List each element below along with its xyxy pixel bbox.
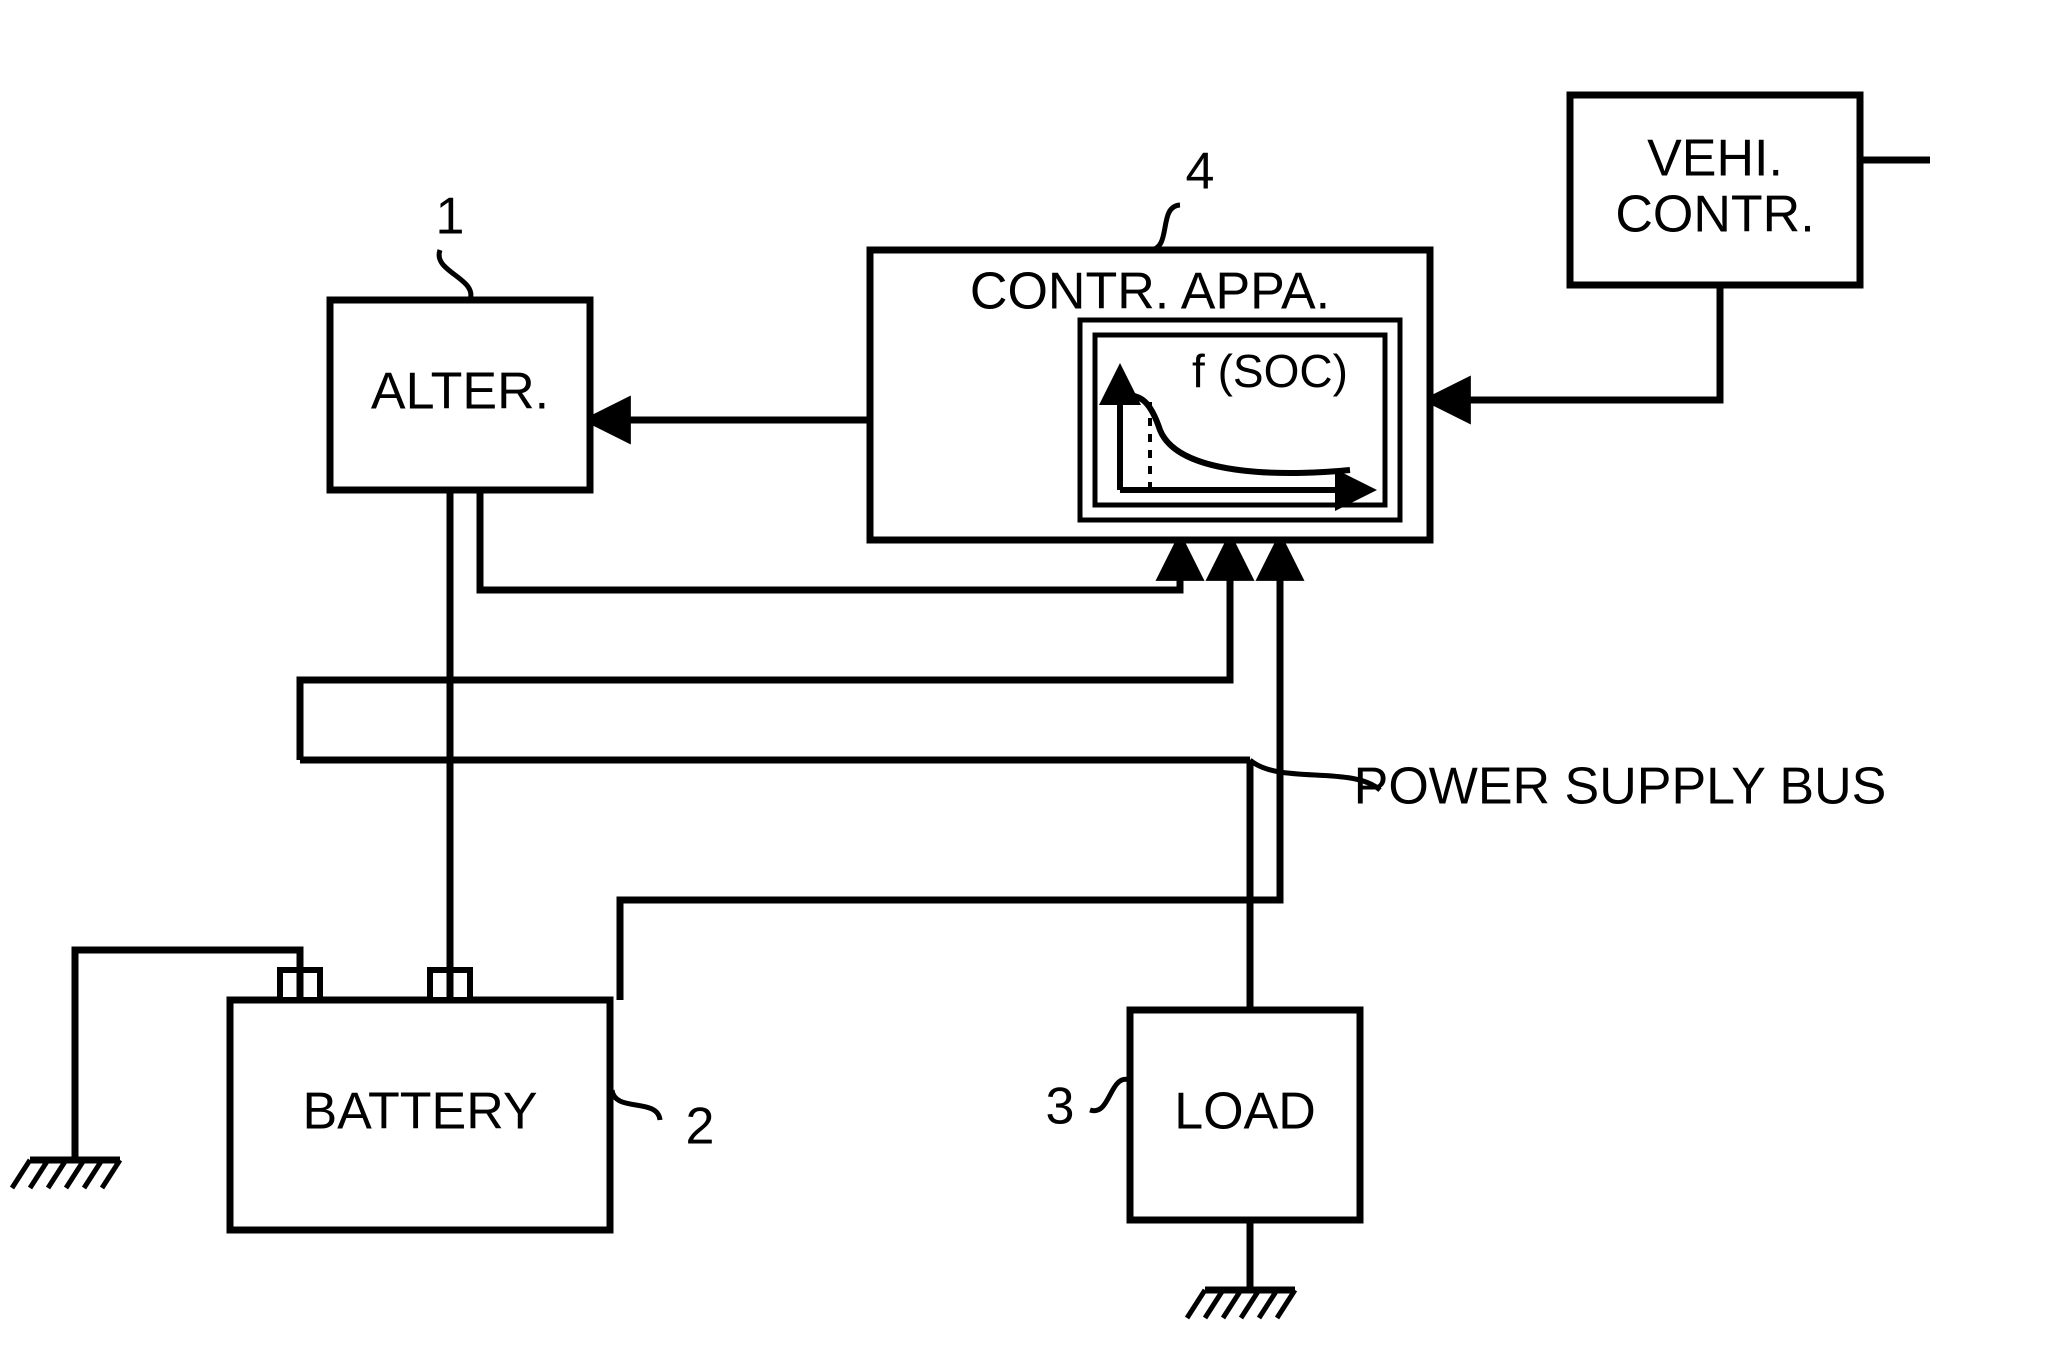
load-label: LOAD bbox=[1174, 1083, 1316, 1141]
contr-appa-label: CONTR. APPA. bbox=[970, 263, 1330, 321]
refnum-two: 2 bbox=[686, 1098, 715, 1156]
refnum-three: 3 bbox=[1046, 1078, 1075, 1136]
alter-label: ALTER. bbox=[371, 363, 549, 421]
refnum-one: 1 bbox=[436, 188, 465, 246]
vehi-label-top: VEHI. bbox=[1647, 130, 1783, 188]
refnum-bus_label: POWER SUPPLY BUS bbox=[1354, 758, 1887, 816]
refnum-four: 4 bbox=[1186, 143, 1215, 201]
fsoc-label: f (SOC) bbox=[1192, 345, 1348, 397]
vehi-label-bot: CONTR. bbox=[1615, 186, 1814, 244]
battery-label: BATTERY bbox=[302, 1083, 537, 1141]
